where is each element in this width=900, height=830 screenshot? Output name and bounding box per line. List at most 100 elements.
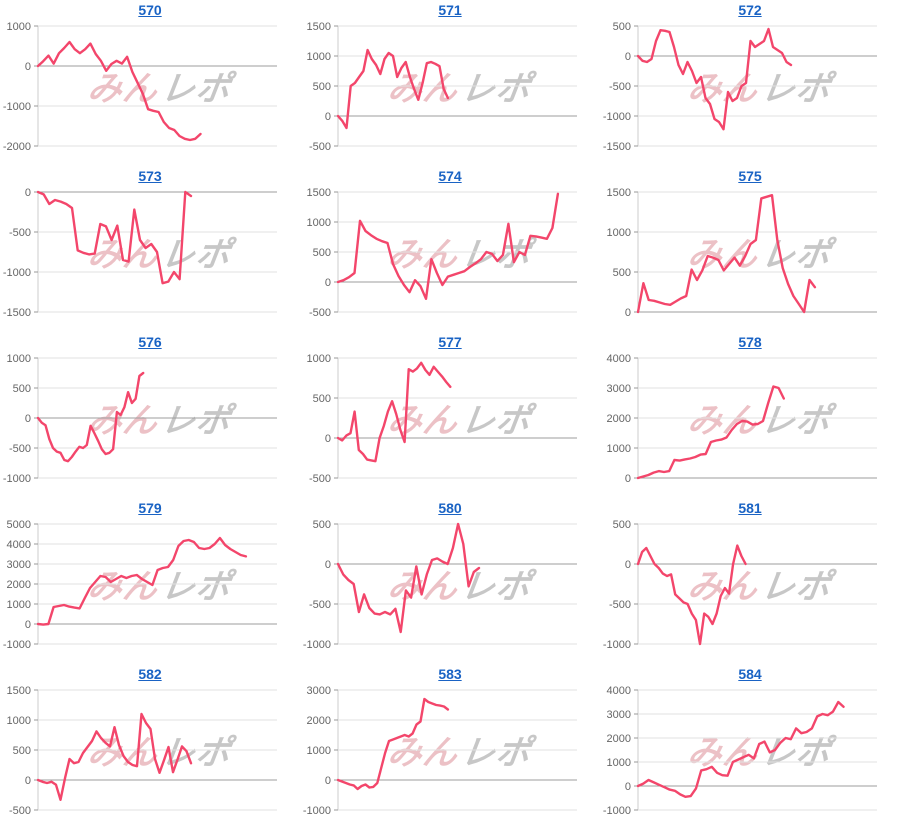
y-tick-label: 0 [625, 473, 631, 485]
chart-title-row: 581 [600, 498, 900, 520]
y-tick-label: -1000 [3, 639, 31, 651]
y-tick-label: -500 [309, 473, 331, 485]
data-series-line [336, 192, 560, 301]
y-tick-label: 2000 [7, 579, 31, 591]
line-chart: 3000 2000 1000 0 -1000 [303, 686, 577, 817]
chart-card: 574 みんレポ 1500 1000 500 0 -500 [300, 166, 600, 332]
chart-card: 578 みんレポ 4000 3000 2000 1000 0 [600, 332, 900, 498]
y-tick-label: 0 [625, 559, 631, 571]
y-tick-label: -1000 [3, 473, 31, 485]
chart-title-link[interactable]: 575 [738, 168, 762, 184]
y-tick-label: 1000 [307, 745, 331, 757]
y-tick-label: 1500 [607, 188, 631, 199]
y-tick-label: -2000 [3, 141, 31, 153]
chart-card: 570 みんレポ 1000 0 -1000 -2000 [0, 0, 300, 166]
chart-title-row: 575 [600, 166, 900, 188]
chart-title-row: 572 [600, 0, 900, 22]
chart-card: 576 みんレポ 1000 500 0 -500 -1000 [0, 332, 300, 498]
line-chart: 1500 1000 500 0 -500 [307, 22, 577, 153]
chart-title-link[interactable]: 583 [438, 666, 462, 682]
line-chart: 5000 4000 3000 2000 1000 0 -1000 [3, 520, 277, 651]
y-tick-label: -500 [9, 443, 31, 455]
chart-title-link[interactable]: 582 [138, 666, 162, 682]
line-chart: 1500 1000 500 0 [607, 188, 877, 319]
y-tick-label: -500 [9, 805, 31, 817]
chart-title-link[interactable]: 572 [738, 2, 762, 18]
chart-plot-area: みんレポ 500 0 -500 -1000 -1500 [600, 22, 900, 166]
y-tick-label: 0 [25, 61, 31, 73]
data-series-line [636, 385, 786, 480]
chart-title-row: 576 [0, 332, 300, 354]
y-tick-label: 3000 [7, 559, 31, 571]
chart-card: 581 みんレポ 500 0 -500 -1000 [600, 498, 900, 664]
y-tick-label: 2000 [607, 733, 631, 745]
y-tick-label: 1000 [7, 22, 31, 33]
y-tick-label: 5000 [7, 520, 31, 531]
y-tick-label: 1000 [607, 757, 631, 769]
chart-title-link[interactable]: 576 [138, 334, 162, 350]
line-chart: 4000 3000 2000 1000 0 -1000 [603, 686, 877, 817]
y-tick-label: 4000 [607, 354, 631, 365]
line-chart: 1000 500 0 -500 [307, 354, 577, 485]
chart-plot-area: みんレポ 4000 3000 2000 1000 0 [600, 354, 900, 498]
chart-card: 579 みんレポ 5000 4000 3000 2000 1000 0 -1000 [0, 498, 300, 664]
chart-card: 572 みんレポ 500 0 -500 -1000 -1500 [600, 0, 900, 166]
chart-title-link[interactable]: 574 [438, 168, 462, 184]
y-tick-label: -500 [309, 599, 331, 611]
chart-title-link[interactable]: 570 [138, 2, 162, 18]
chart-card: 583 みんレポ 3000 2000 1000 0 -1000 [300, 664, 600, 830]
chart-card: 575 みんレポ 1500 1000 500 0 [600, 166, 900, 332]
line-chart: 500 0 -500 -1000 [303, 520, 577, 651]
chart-title-link[interactable]: 577 [438, 334, 462, 350]
chart-title-link[interactable]: 571 [438, 2, 462, 18]
y-tick-label: -1000 [3, 267, 31, 279]
data-series-line [636, 27, 793, 131]
y-tick-label: -500 [609, 81, 631, 93]
chart-plot-area: みんレポ 1500 1000 500 0 -500 [0, 686, 300, 830]
line-chart: 0 -500 -1000 -1500 [3, 188, 277, 319]
line-chart: 500 0 -500 -1000 -1500 [603, 22, 877, 153]
y-tick-label: 500 [13, 383, 31, 395]
y-tick-label: -1500 [3, 307, 31, 319]
data-series-line [36, 190, 193, 285]
y-tick-label: 0 [25, 413, 31, 425]
chart-title-link[interactable]: 578 [738, 334, 762, 350]
y-tick-label: 1000 [307, 51, 331, 63]
data-series-line [336, 522, 481, 634]
y-tick-label: 0 [325, 559, 331, 571]
data-series-line [336, 361, 452, 463]
y-tick-label: -1000 [603, 805, 631, 817]
data-series-line [36, 40, 202, 142]
y-tick-label: 1000 [607, 443, 631, 455]
data-series-line [336, 697, 450, 791]
y-tick-label: -500 [609, 599, 631, 611]
chart-title-link[interactable]: 579 [138, 500, 162, 516]
chart-title-link[interactable]: 584 [738, 666, 762, 682]
line-chart: 1500 1000 500 0 -500 [7, 686, 277, 817]
line-chart: 1000 0 -1000 -2000 [3, 22, 277, 153]
chart-card: 584 みんレポ 4000 3000 2000 1000 0 -1000 [600, 664, 900, 830]
y-tick-label: 0 [325, 433, 331, 445]
y-tick-label: 2000 [607, 413, 631, 425]
y-tick-label: 3000 [607, 709, 631, 721]
y-tick-label: 1000 [307, 217, 331, 229]
chart-title-link[interactable]: 573 [138, 168, 162, 184]
y-tick-label: 0 [325, 277, 331, 289]
y-tick-label: 500 [313, 247, 331, 259]
y-tick-label: -500 [309, 141, 331, 153]
data-series-line [636, 700, 845, 799]
y-tick-label: -1000 [603, 639, 631, 651]
y-tick-label: 1000 [7, 354, 31, 365]
line-chart: 1000 500 0 -500 -1000 [3, 354, 277, 485]
y-tick-label: 1500 [307, 22, 331, 33]
y-tick-label: -1000 [303, 639, 331, 651]
y-tick-label: -500 [309, 307, 331, 319]
chart-title-link[interactable]: 580 [438, 500, 462, 516]
chart-plot-area: みんレポ 1000 500 0 -500 [300, 354, 600, 498]
y-tick-label: 1000 [7, 715, 31, 727]
chart-title-row: 583 [300, 664, 600, 686]
chart-card: 571 みんレポ 1500 1000 500 0 -500 [300, 0, 600, 166]
y-tick-label: 2000 [307, 715, 331, 727]
chart-title-link[interactable]: 581 [738, 500, 762, 516]
y-tick-label: 4000 [7, 539, 31, 551]
